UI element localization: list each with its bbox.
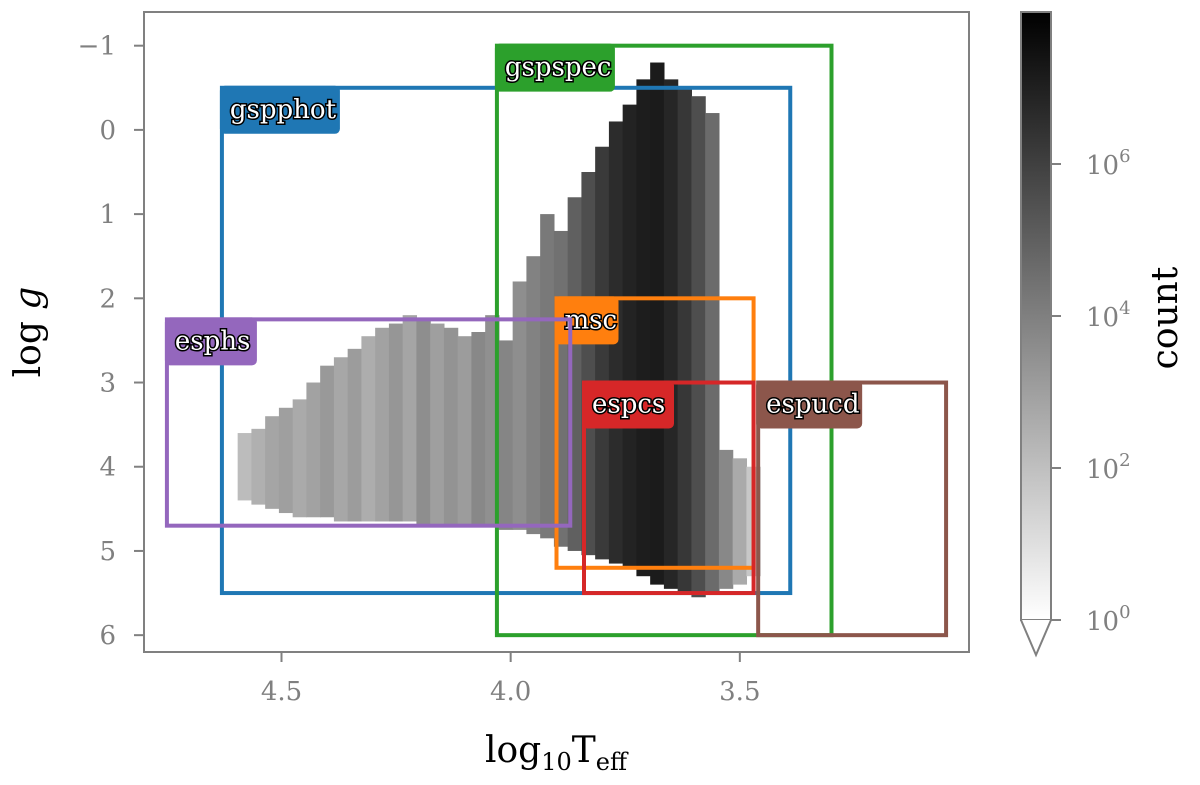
x-axis-title: log10Teff bbox=[485, 730, 629, 776]
density-heatmap bbox=[237, 62, 761, 598]
colorbar-extend-arrow bbox=[1020, 619, 1052, 658]
colorbar-tick-label: 100 bbox=[1086, 602, 1131, 637]
density-column-10 bbox=[375, 327, 390, 522]
y-tick-label: 1 bbox=[99, 200, 116, 230]
density-column-12 bbox=[402, 315, 418, 522]
region-gspspec: gspspec bbox=[494, 43, 834, 638]
y-axis: −1 0 1 2 3 4 5 6 bbox=[78, 32, 144, 651]
density-column-11 bbox=[388, 323, 404, 522]
region-label-espucd: espucd bbox=[766, 390, 859, 420]
plot-area: gspphot gspspec msc esphs espcs espucd 4.5 4.0… bbox=[78, 11, 970, 707]
y-tick-label: 0 bbox=[99, 116, 116, 146]
region-label-gspspec: gspspec bbox=[505, 53, 612, 83]
y-tick-label: −1 bbox=[78, 32, 116, 62]
region-label-gspphot: gspphot bbox=[230, 95, 337, 125]
density-column-36 bbox=[732, 458, 748, 585]
density-column-2 bbox=[265, 416, 280, 509]
y-tick-label: 2 bbox=[99, 284, 116, 314]
density-column-5 bbox=[306, 382, 321, 518]
density-column-33 bbox=[691, 96, 706, 598]
x-tick-label: 4.5 bbox=[261, 677, 302, 707]
density-column-30 bbox=[650, 62, 665, 585]
region-label-bg-espcs bbox=[582, 380, 674, 429]
density-column-16 bbox=[457, 336, 473, 526]
density-column-35 bbox=[718, 449, 734, 589]
density-column-13 bbox=[416, 319, 431, 526]
y-axis-title: log g bbox=[8, 287, 49, 378]
colorbar: 100 102 104 106 count bbox=[1020, 11, 1186, 658]
x-axis: 4.5 4.0 3.5 bbox=[261, 652, 761, 707]
y-tick-label: 5 bbox=[99, 537, 116, 567]
region-label-bg-esphs bbox=[164, 317, 257, 366]
region-esphs: esphs bbox=[164, 317, 573, 528]
density-column-6 bbox=[320, 365, 335, 518]
density-column-20 bbox=[512, 281, 528, 530]
region-box-gspspec bbox=[494, 43, 834, 638]
density-column-1 bbox=[251, 428, 266, 505]
density-column-21 bbox=[526, 256, 541, 535]
colorbar-tick-label: 106 bbox=[1086, 146, 1131, 181]
density-column-14 bbox=[430, 323, 445, 526]
plot-frame bbox=[143, 11, 970, 653]
region-label-bg-gspphot bbox=[219, 85, 340, 134]
colorbar-tick-label: 102 bbox=[1086, 450, 1131, 485]
y-tick-label: 3 bbox=[99, 369, 116, 399]
density-column-31 bbox=[663, 79, 679, 589]
density-column-19 bbox=[498, 340, 514, 530]
region-boxes: gspphot gspspec msc esphs espcs espucd bbox=[164, 43, 949, 638]
density-column-9 bbox=[361, 336, 376, 522]
density-column-4 bbox=[292, 399, 308, 518]
density-column-34 bbox=[705, 113, 720, 594]
density-column-22 bbox=[540, 214, 555, 539]
colorbar-tick-label: 104 bbox=[1086, 298, 1131, 333]
y-tick-label: 6 bbox=[99, 621, 116, 651]
density-column-3 bbox=[278, 407, 294, 514]
colorbar-gradient bbox=[1020, 11, 1052, 621]
region-label-msc: msc bbox=[565, 305, 618, 335]
colorbar-title: count bbox=[1145, 266, 1186, 369]
region-espcs: espcs bbox=[582, 380, 756, 596]
region-msc: msc bbox=[554, 296, 756, 570]
colorbar-ticks: 100 102 104 106 bbox=[1051, 146, 1131, 637]
density-column-7 bbox=[333, 357, 349, 522]
region-espucd: espucd bbox=[756, 380, 949, 638]
x-tick-label: 4.0 bbox=[490, 677, 531, 707]
region-label-bg-gspspec bbox=[494, 43, 615, 92]
region-label-esphs: esphs bbox=[175, 326, 250, 356]
region-label-espcs: espcs bbox=[592, 390, 665, 420]
density-column-0 bbox=[237, 433, 253, 501]
x-tick-label: 3.5 bbox=[719, 677, 760, 707]
y-tick-label: 4 bbox=[99, 453, 116, 483]
density-column-26 bbox=[595, 146, 610, 560]
density-column-15 bbox=[443, 327, 459, 526]
region-label-bg-espucd bbox=[756, 380, 863, 429]
density-column-29 bbox=[636, 79, 651, 577]
density-column-28 bbox=[622, 104, 638, 568]
region-box-esphs bbox=[164, 317, 573, 528]
density-column-32 bbox=[677, 87, 693, 594]
density-column-8 bbox=[347, 348, 363, 522]
density-column-17 bbox=[471, 332, 486, 526]
